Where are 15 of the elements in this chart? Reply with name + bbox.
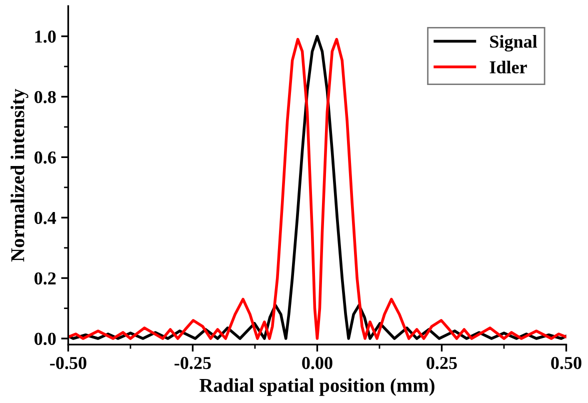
y-tick-label: 0.8	[34, 90, 56, 104]
legend-label: Signal	[490, 35, 538, 52]
x-tick-label: -0.50	[50, 356, 86, 370]
y-tick-label: 0.2	[34, 272, 56, 285]
x-tick-label: 0.50	[551, 356, 582, 370]
x-tick-label: -0.25	[174, 356, 211, 370]
legend-label: Idler	[490, 60, 527, 74]
y-tick-label: 0.0	[34, 332, 56, 346]
y-tick-label: 0.6	[34, 151, 56, 164]
y-tick-label: 0.4	[34, 212, 56, 224]
x-tick-label: 0.25	[426, 356, 457, 370]
y-tick-label: 1.0	[35, 30, 56, 43]
y-axis-title: Normalized intensity	[10, 88, 28, 262]
x-tick-label: 0.00	[302, 356, 332, 370]
x-axis-title: Radial spatial position (mm)	[200, 378, 434, 396]
